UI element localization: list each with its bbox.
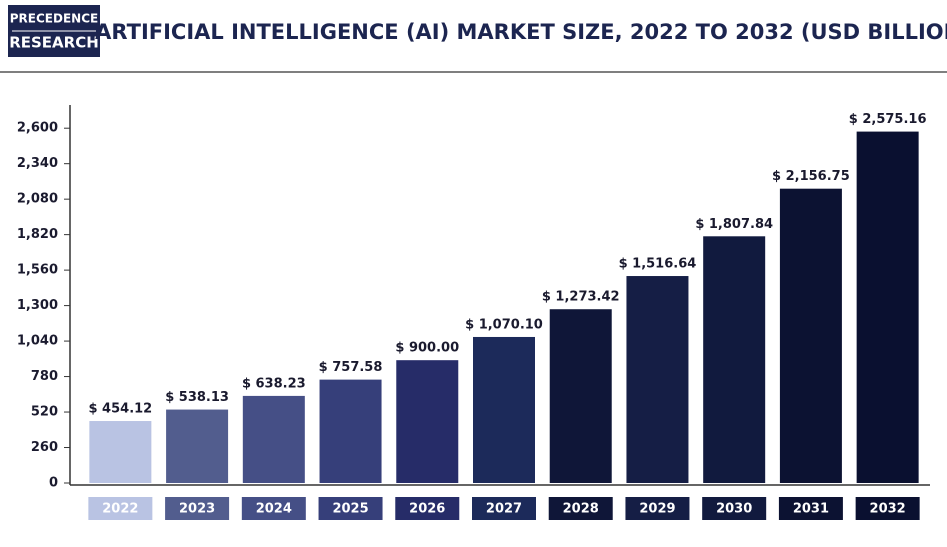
chart-title: ARTIFICIAL INTELLIGENCE (AI) MARKET SIZE…	[95, 20, 947, 44]
y-tick-label: 520	[31, 405, 58, 420]
y-tick-label: 0	[49, 476, 58, 491]
category-box	[778, 497, 843, 520]
bar	[626, 276, 689, 483]
category-box	[855, 497, 920, 520]
category-box	[241, 497, 306, 520]
logo-text: PRECEDENCE	[10, 12, 98, 26]
bar	[396, 360, 459, 483]
value-label: $ 454.12	[88, 402, 152, 417]
x-tick-label: 2025	[332, 502, 368, 517]
y-tick-label: 2,340	[17, 156, 58, 171]
bar	[319, 379, 382, 483]
bar	[89, 421, 152, 483]
category-box	[625, 497, 690, 520]
logo-text: RESEARCH	[9, 34, 99, 52]
x-tick-label: 2031	[793, 502, 829, 517]
bar	[856, 131, 919, 484]
x-tick-label: 2026	[409, 502, 445, 517]
value-label: $ 900.00	[395, 341, 459, 356]
x-tick-label: 2027	[486, 502, 522, 517]
x-tick-label: 2028	[563, 502, 599, 517]
category-box	[395, 497, 460, 520]
y-tick-label: 260	[31, 440, 58, 455]
value-label: $ 2,156.75	[772, 169, 850, 184]
x-tick-label: 2024	[256, 502, 292, 517]
category-box	[88, 497, 153, 520]
category-box	[548, 497, 613, 520]
x-tick-label: 2029	[639, 502, 675, 517]
value-label: $ 2,575.16	[849, 112, 927, 127]
bar	[166, 409, 229, 483]
y-tick-label: 780	[31, 369, 58, 384]
value-label: $ 1,807.84	[695, 217, 773, 232]
bar	[779, 188, 842, 484]
value-label: $ 1,273.42	[542, 290, 620, 305]
value-label: $ 538.13	[165, 390, 229, 405]
category-box	[472, 497, 536, 520]
y-tick-label: 1,300	[17, 298, 58, 313]
y-tick-label: 1,560	[17, 263, 58, 278]
x-tick-label: 2023	[179, 502, 215, 517]
bar	[473, 336, 535, 483]
x-tick-label: 2032	[870, 502, 906, 517]
x-tick-label: 2030	[716, 502, 752, 517]
value-label: $ 638.23	[242, 376, 306, 391]
bar	[242, 395, 305, 483]
value-label: $ 1,516.64	[619, 257, 697, 272]
value-label: $ 1,070.10	[465, 317, 543, 332]
category-box	[318, 497, 383, 520]
category-box	[702, 497, 767, 520]
value-label: $ 757.58	[319, 360, 383, 375]
y-tick-label: 1,820	[17, 227, 58, 242]
x-tick-label: 2022	[102, 502, 138, 517]
bar	[703, 236, 766, 483]
bar	[549, 309, 612, 483]
y-tick-label: 1,040	[17, 334, 58, 349]
y-tick-label: 2,080	[17, 192, 58, 207]
y-tick-label: 2,600	[17, 121, 58, 136]
category-box	[165, 497, 230, 520]
